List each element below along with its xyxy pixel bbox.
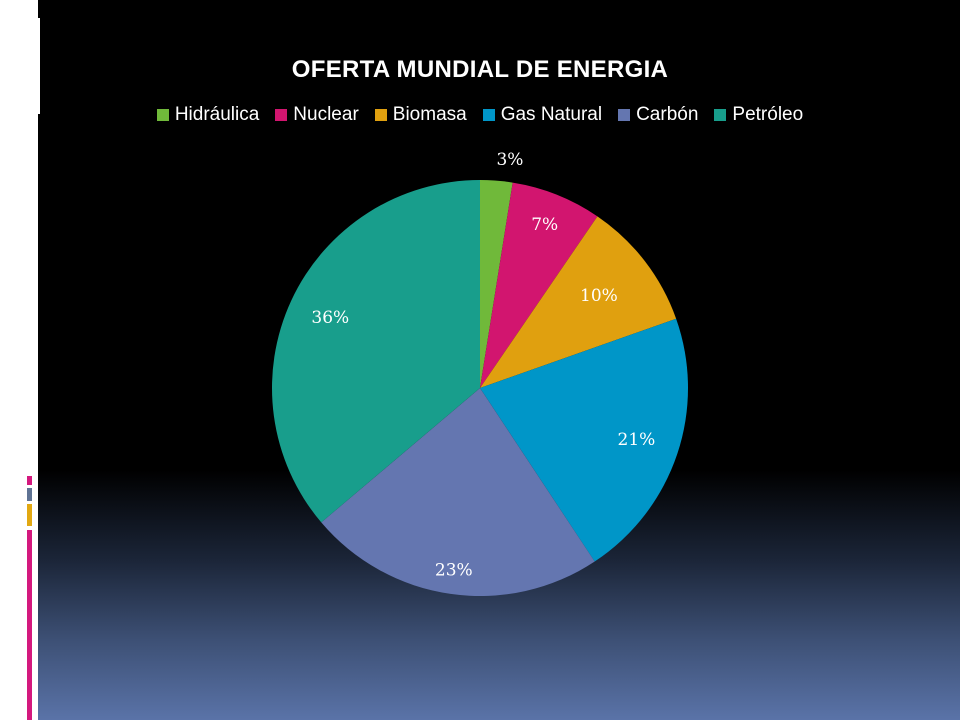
legend-label: Gas Natural [500, 104, 603, 125]
legend-item: Carbón [618, 104, 698, 126]
legend-swatch [374, 109, 387, 121]
legend-item: Petróleo [714, 104, 803, 126]
deco-bar-yellow [27, 504, 32, 526]
chart-legend: Hidráulica Nuclear Biomasa Gas Natural Carbó… [80, 104, 880, 126]
pie-slice-label: 23% [435, 561, 473, 581]
legend-label: Nuclear [293, 104, 359, 125]
legend-swatch [275, 109, 288, 121]
legend-item: Hidráulica [156, 104, 260, 126]
deco-bar-magenta-bottom [27, 530, 32, 720]
pie-slice-label: 7% [531, 215, 558, 235]
pie-slice-label: 3% [496, 150, 523, 170]
decorative-stripes-icon [18, 18, 40, 114]
deco-bar-magenta-top [27, 476, 32, 485]
legend-label: Carbón [636, 104, 699, 125]
legend-label: Hidráulica [174, 104, 260, 125]
deco-bar-gray [27, 488, 32, 501]
pie-slice [480, 182, 598, 388]
legend-label: Petróleo [732, 104, 804, 125]
pie-slice-label: 10% [580, 286, 618, 306]
legend-item: Biomasa [374, 104, 467, 126]
legend-item: Gas Natural [482, 104, 603, 126]
pie-slice [480, 180, 513, 388]
pie-slice [480, 318, 688, 562]
pie-slice [271, 180, 480, 523]
pie-slice [321, 388, 595, 596]
legend-swatch [618, 109, 631, 121]
pie-slice-label: 21% [618, 430, 656, 450]
pie-slice [480, 216, 677, 388]
pie-slice-label: 36% [311, 308, 349, 328]
legend-item: Nuclear [275, 104, 359, 126]
legend-swatch [482, 109, 495, 121]
legend-swatch [156, 109, 169, 121]
chart-title: OFERTA MUNDIAL DE ENERGIA [291, 56, 669, 83]
legend-label: Biomasa [392, 104, 467, 125]
legend-swatch [714, 109, 727, 121]
